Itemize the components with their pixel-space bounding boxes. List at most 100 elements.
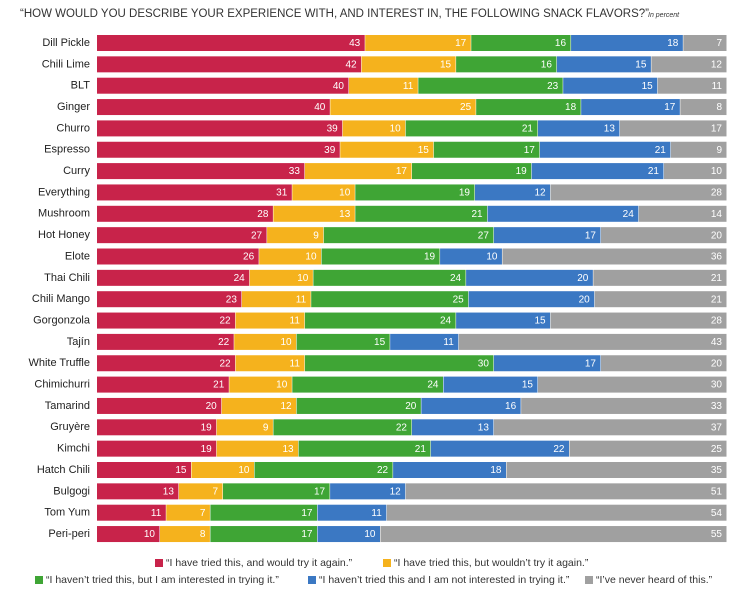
value-label: 11	[712, 81, 723, 92]
bar-segment	[97, 355, 236, 372]
value-label: 40	[333, 81, 345, 92]
value-label: 30	[478, 358, 490, 369]
legend-swatch	[155, 559, 163, 567]
value-label: 13	[339, 209, 351, 220]
bar-segment	[97, 312, 236, 329]
value-label: 12	[534, 188, 546, 199]
category-label: Peri-peri	[48, 528, 90, 540]
bar-segment	[569, 440, 727, 457]
bar-segment	[166, 504, 210, 521]
value-label: 19	[201, 444, 213, 455]
bar-segment	[267, 227, 324, 244]
value-label: 13	[478, 422, 490, 433]
value-label: 7	[716, 38, 722, 49]
bar-segment	[191, 462, 254, 478]
category-label: Hot Honey	[38, 229, 90, 241]
value-label: 33	[289, 166, 301, 177]
value-label: 16	[555, 38, 567, 49]
bar-segment	[680, 99, 727, 116]
bar-segment	[601, 227, 727, 244]
bar-segment	[330, 99, 476, 116]
value-label: 17	[301, 529, 313, 540]
value-label: 37	[711, 422, 723, 433]
value-label: 51	[711, 486, 723, 497]
value-label: 33	[711, 401, 723, 412]
bar-segment	[594, 291, 727, 308]
value-label: 18	[667, 38, 679, 49]
bar-segment	[97, 120, 343, 137]
category-label: Gruyère	[50, 421, 90, 433]
bar-segment	[97, 376, 229, 393]
value-label: 20	[711, 230, 723, 241]
bar-segment	[234, 333, 297, 350]
bar-segment	[216, 440, 299, 457]
bar-segment	[97, 205, 273, 222]
category-label: Kimchi	[57, 443, 90, 455]
category-label: Mushroom	[38, 208, 90, 220]
value-label: 22	[553, 444, 565, 455]
bar-segment	[323, 227, 494, 244]
bar-segment	[456, 56, 557, 73]
bar-segment	[601, 355, 727, 372]
value-label: 17	[314, 486, 326, 497]
value-label: 10	[339, 188, 351, 199]
value-label: 15	[418, 145, 430, 156]
chart-subtitle: In percent	[648, 12, 680, 19]
value-label: 13	[282, 444, 294, 455]
value-label: 21	[711, 273, 723, 284]
bar-segment	[317, 526, 380, 543]
bar-segment	[304, 163, 412, 180]
category-label: Churro	[56, 122, 90, 134]
bar-segment	[221, 397, 297, 414]
bar-segment	[210, 526, 317, 543]
value-label: 18	[565, 102, 577, 113]
bar-segment	[292, 376, 443, 393]
value-label: 24	[450, 273, 462, 284]
bar-segment	[468, 291, 595, 308]
bar-segment	[304, 355, 494, 372]
bar-segment	[273, 419, 412, 436]
bar-segment	[670, 141, 727, 158]
legend-swatch	[585, 576, 593, 584]
value-label: 22	[396, 422, 408, 433]
bar-segment	[443, 376, 538, 393]
category-label: Espresso	[44, 144, 90, 156]
value-label: 15	[642, 81, 654, 92]
bar-segment	[97, 333, 234, 350]
value-label: 10	[305, 252, 317, 263]
value-label: 19	[201, 422, 213, 433]
legend-label: “I have tried this, and would try it aga…	[166, 557, 353, 569]
value-label: 13	[163, 486, 175, 497]
value-label: 30	[711, 380, 723, 391]
value-label: 25	[453, 294, 465, 305]
bar-segment	[296, 333, 390, 350]
value-label: 55	[711, 529, 723, 540]
bar-segment	[430, 440, 569, 457]
value-label: 22	[218, 337, 230, 348]
value-label: 23	[547, 81, 559, 92]
value-label: 10	[390, 124, 402, 135]
value-label: 24	[440, 316, 452, 327]
value-label: 10	[276, 380, 288, 391]
bar-segment	[538, 120, 620, 137]
value-label: 16	[505, 401, 517, 412]
bar-segment	[664, 163, 727, 180]
bar-segment	[458, 333, 727, 350]
value-label: 31	[276, 188, 288, 199]
bar-segment	[365, 35, 471, 51]
legend-label: “I haven’t tried this, but I am interest…	[46, 574, 279, 586]
value-label: 25	[711, 444, 723, 455]
value-label: 17	[455, 38, 467, 49]
bar-segment	[349, 77, 418, 94]
bar-segment	[160, 526, 210, 543]
bar-segment	[235, 312, 305, 329]
bar-segment	[433, 141, 540, 158]
bar-segment	[97, 397, 222, 414]
value-label: 20	[579, 294, 591, 305]
bar-segment	[683, 35, 727, 51]
bar-segment	[355, 205, 488, 222]
bar-segment	[361, 56, 456, 73]
value-label: 7	[212, 486, 218, 497]
bar-segment	[97, 440, 217, 457]
